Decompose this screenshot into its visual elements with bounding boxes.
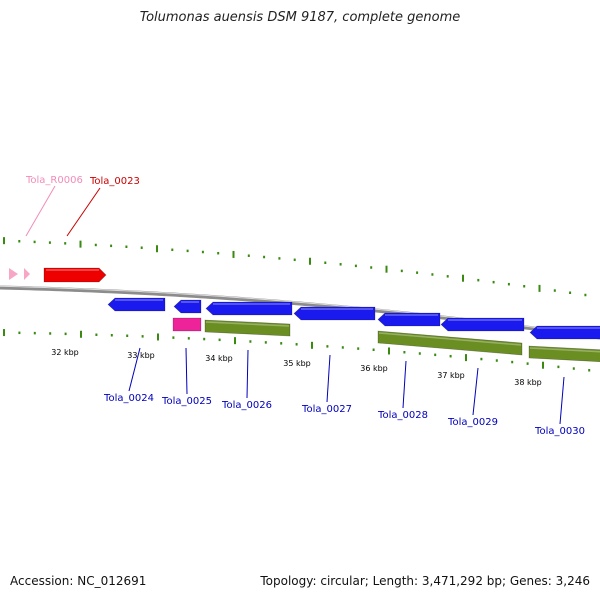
misc-feature-bar (172, 317, 202, 332)
gene-arrow-tola-0028 (377, 312, 441, 327)
gene-arrow-tola-0027 (293, 306, 376, 321)
cds-bar (204, 319, 291, 337)
gene-label-tola-0024: Tola_0024 (103, 393, 154, 404)
cds-bar (377, 330, 523, 356)
kbp-label: 37 kbp (437, 371, 465, 380)
label-leader-line (472, 367, 479, 416)
gene-label-tola-0025: Tola_0025 (161, 396, 212, 407)
map-title: Tolumonas auensis DSM 9187, complete gen… (139, 10, 461, 25)
gene-arrow-tola-0023 (43, 267, 107, 283)
gene-arrow-tola-0029 (440, 317, 525, 332)
accession-text: Accession: NC_012691 (10, 574, 147, 588)
kbp-label: 35 kbp (283, 359, 311, 368)
gene-label-tola-0026: Tola_0026 (221, 400, 272, 411)
gene-label-tola-r0006: Tola_R0006 (25, 175, 83, 186)
label-leader-line (559, 376, 565, 425)
kbp-label: 32 kbp (51, 348, 79, 357)
cds-bar-shine (205, 321, 290, 327)
gene-arrow-tola-0026 (205, 301, 293, 316)
kbp-label: 34 kbp (205, 354, 233, 363)
gene-arrow-tola-0024 (107, 297, 166, 312)
label-leader-line (326, 354, 331, 403)
label-leader-line (66, 187, 101, 237)
label-leader-line (185, 347, 188, 395)
kbp-label: 38 kbp (514, 378, 542, 387)
gene-arrow-tola-0025 (173, 299, 202, 314)
label-leader-line (25, 185, 56, 237)
gene-label-tola-0023: Tola_0023 (89, 176, 140, 187)
gene-label-tola-0028: Tola_0028 (377, 410, 428, 421)
gene-label-tola-0029: Tola_0029 (447, 417, 498, 428)
label-leader-line (128, 347, 141, 392)
gene-label-tola-0030: Tola_0030 (534, 426, 585, 437)
gene-arrow-tola-0030 (529, 325, 600, 340)
trna-arrow (24, 268, 30, 280)
gene-label-tola-0027: Tola_0027 (301, 404, 352, 415)
cds-bar (528, 345, 600, 363)
label-leader-line (402, 360, 407, 409)
trna-arrow (9, 268, 18, 280)
cds-bar-shine (378, 332, 522, 346)
genome-summary-text: Topology: circular; Length: 3,471,292 bp… (260, 574, 590, 588)
kbp-label: 33 kbp (127, 351, 155, 360)
label-leader-line (246, 349, 249, 399)
kbp-label: 36 kbp (360, 364, 388, 373)
cds-bar-shine (529, 347, 600, 353)
